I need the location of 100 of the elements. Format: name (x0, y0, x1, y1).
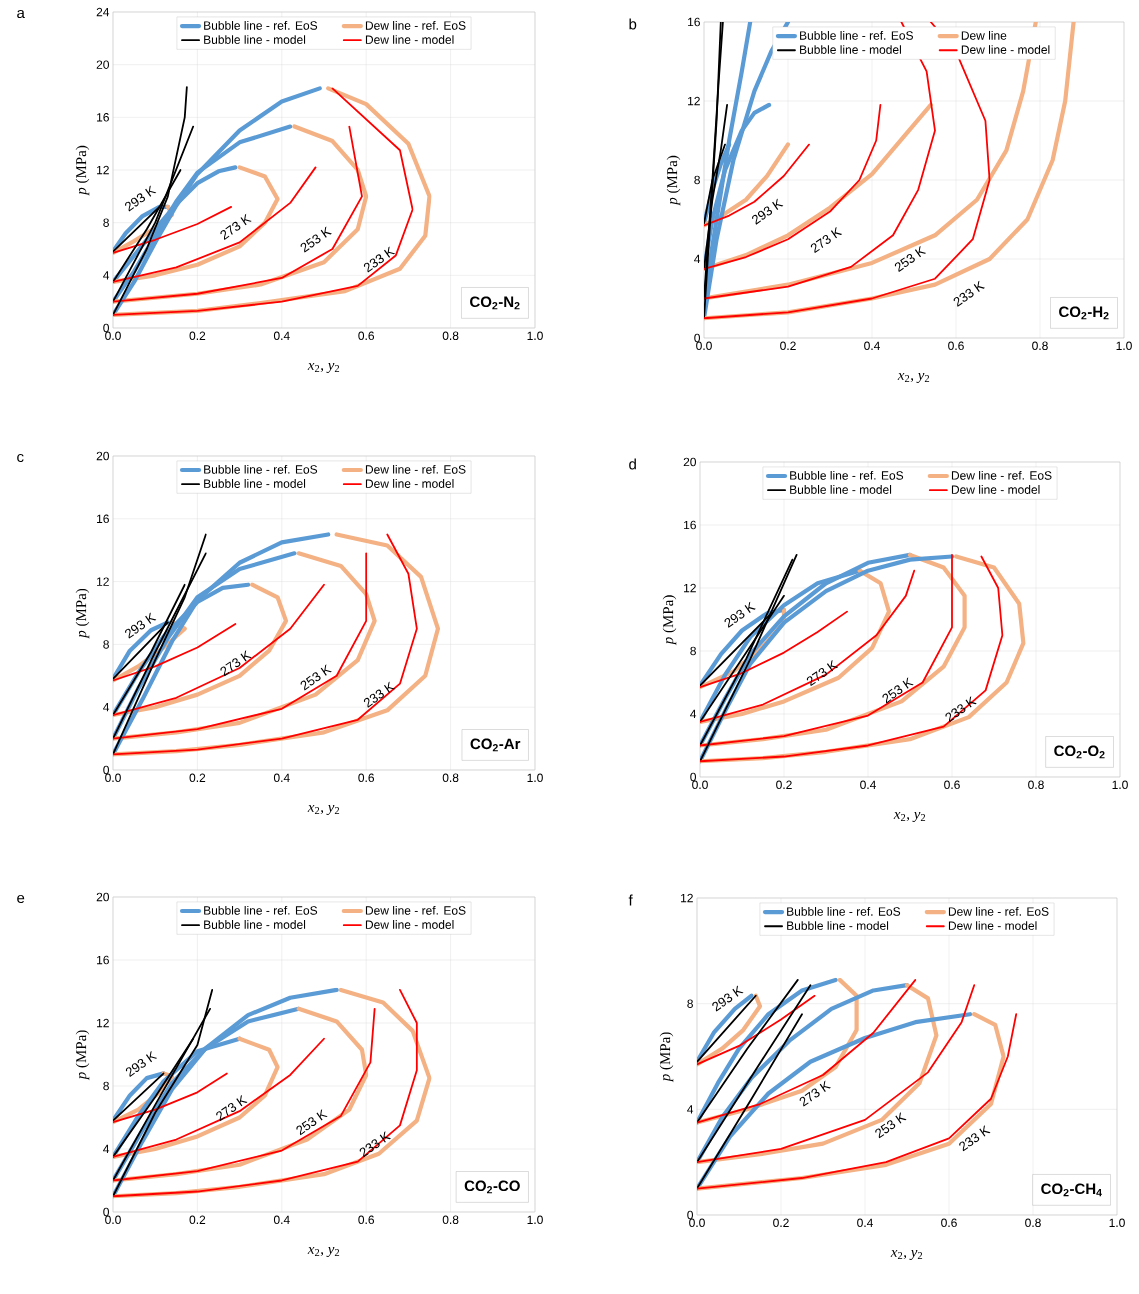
annotation: 293 K (125, 185, 157, 212)
x-tick-label: 0.0 (696, 341, 712, 351)
annotation: 273 K (806, 660, 839, 687)
y-tick-label: 8 (690, 646, 696, 656)
legend-label: Bubble line - ref. EoS (204, 20, 318, 30)
annotation: CO$_{2}$-CO (464, 1180, 520, 1194)
y-axis-title: p (MPa) (75, 145, 90, 196)
legend-label: Bubble line - ref. EoS (790, 470, 904, 480)
y-axis-title: p (MPa) (662, 595, 677, 646)
y-tick-label: 16 (684, 520, 696, 530)
x-tick-label: 0.2 (773, 1218, 789, 1228)
chart-title: c (17, 453, 24, 463)
y-tick-label: 4 (694, 254, 701, 264)
legend-label: Dew line - ref. EoS (951, 470, 1052, 480)
y-tick-label: 4 (103, 271, 110, 280)
x-tick-label: 0.4 (864, 341, 880, 351)
annotation: CO$_{2}$-N$_{2}$ (470, 296, 520, 310)
x-tick-label: 0.8 (1028, 780, 1044, 790)
annotation: 253 K (300, 226, 332, 253)
y-tick-label: 0 (690, 772, 697, 782)
y-tick-label: 16 (688, 17, 700, 27)
annotation: CO$_{2}$-Ar (470, 738, 521, 752)
x-tick-label: 1.0 (1116, 341, 1132, 351)
chart-title: d (629, 458, 636, 470)
annotation: 293 K (724, 601, 756, 628)
y-tick-label: 8 (103, 1081, 109, 1091)
x-tick-label: 0.0 (105, 1215, 121, 1225)
y-tick-label: 0 (103, 765, 109, 775)
x-tick-label: 0.4 (860, 780, 876, 790)
y-tick-label: 16 (97, 514, 109, 524)
x-tick-label: 0.6 (944, 780, 960, 790)
y-tick-label: 4 (687, 1105, 694, 1114)
y-tick-label: 8 (687, 999, 693, 1008)
annotation: 273 K (220, 650, 252, 677)
y-tick-label: 20 (96, 451, 109, 461)
x-axis-title: x$_{2}$, y$_{2}$ (307, 362, 340, 373)
y-tick-label: 20 (96, 60, 109, 69)
legend-label: Bubble line - ref. EoS (204, 464, 318, 474)
y-tick-label: 8 (103, 640, 109, 649)
annotation: 273 K (216, 1095, 248, 1122)
x-axis-title: x$_{2}$, y$_{2}$ (307, 804, 340, 815)
chart-title: a (17, 9, 25, 19)
x-tick-label: 1.0 (527, 1215, 543, 1225)
x-tick-label: 0.4 (857, 1218, 873, 1228)
x-tick-label: 0.8 (1025, 1218, 1041, 1228)
y-tick-label: 4 (690, 709, 697, 719)
annotation: 233 K (363, 246, 396, 273)
y-tick-label: 8 (694, 175, 700, 185)
x-tick-label: 0.8 (442, 773, 459, 783)
y-tick-label: 12 (97, 165, 109, 175)
annotation: 233 K (359, 1131, 391, 1158)
x-tick-label: 1.0 (527, 773, 543, 783)
y-tick-label: 20 (96, 892, 109, 902)
x-tick-label: 1.0 (527, 331, 543, 341)
chart-title: f (628, 894, 633, 906)
annotation: 293 K (125, 612, 157, 639)
y-tick-label: 20 (683, 457, 696, 467)
y-tick-label: 4 (103, 703, 110, 712)
annotation: CO$_{2}$-O$_{2}$ (1054, 745, 1105, 759)
legend-label: Bubble line - model (800, 45, 901, 54)
legend-label: Dew line - model (365, 35, 454, 44)
legend-label: Dew line - ref. EoS (365, 464, 466, 474)
x-axis-title: x$_{2}$, y$_{2}$ (307, 1246, 340, 1258)
chart-title: b (629, 18, 637, 30)
y-tick-label: 16 (97, 113, 109, 122)
legend-label: Dew line - model (961, 45, 1050, 54)
legend-label: Dew line - ref. EoS (948, 906, 1049, 916)
y-tick-label: 16 (97, 955, 109, 965)
y-tick-label: 0 (103, 323, 109, 333)
annotation: 253 K (296, 1109, 328, 1136)
legend-label: Dew line - model (951, 485, 1040, 494)
legend-label: Bubble line - ref. EoS (800, 30, 913, 40)
x-tick-label: 0.6 (941, 1218, 957, 1228)
x-tick-label: 0.6 (358, 773, 375, 783)
annotation: 293 K (712, 985, 744, 1012)
x-tick-label: 0.2 (780, 341, 796, 351)
legend-label: Dew line - model (948, 921, 1037, 930)
y-tick-label: 0 (687, 1210, 693, 1220)
y-tick-label: 12 (97, 577, 109, 586)
x-tick-label: 0.2 (189, 1215, 206, 1225)
x-tick-label: 0.6 (358, 331, 375, 341)
y-tick-label: 8 (103, 218, 109, 227)
annotation: 273 K (799, 1080, 831, 1107)
x-tick-label: 1.0 (1109, 1218, 1125, 1228)
y-tick-label: 24 (96, 7, 110, 17)
legend-label: Bubble line - model (204, 35, 306, 44)
x-tick-label: 1.0 (1112, 780, 1128, 790)
annotation: 293 K (752, 198, 784, 225)
y-axis-title: p (MPa) (75, 588, 90, 639)
legend-label: Dew line - model (365, 479, 454, 488)
x-tick-label: 0.2 (776, 780, 792, 790)
x-tick-label: 0.0 (105, 773, 121, 783)
legend-label: Dew line (961, 30, 1007, 40)
y-tick-label: 12 (684, 583, 696, 593)
legend-label: Dew line - ref. EoS (365, 905, 466, 915)
legend-label: Bubble line - model (204, 479, 306, 488)
x-tick-label: 0.6 (358, 1215, 375, 1225)
x-axis-title: x$_{2}$, y$_{2}$ (893, 811, 926, 822)
legend-label: Bubble line - model (787, 921, 889, 930)
x-tick-label: 0.0 (692, 780, 708, 790)
